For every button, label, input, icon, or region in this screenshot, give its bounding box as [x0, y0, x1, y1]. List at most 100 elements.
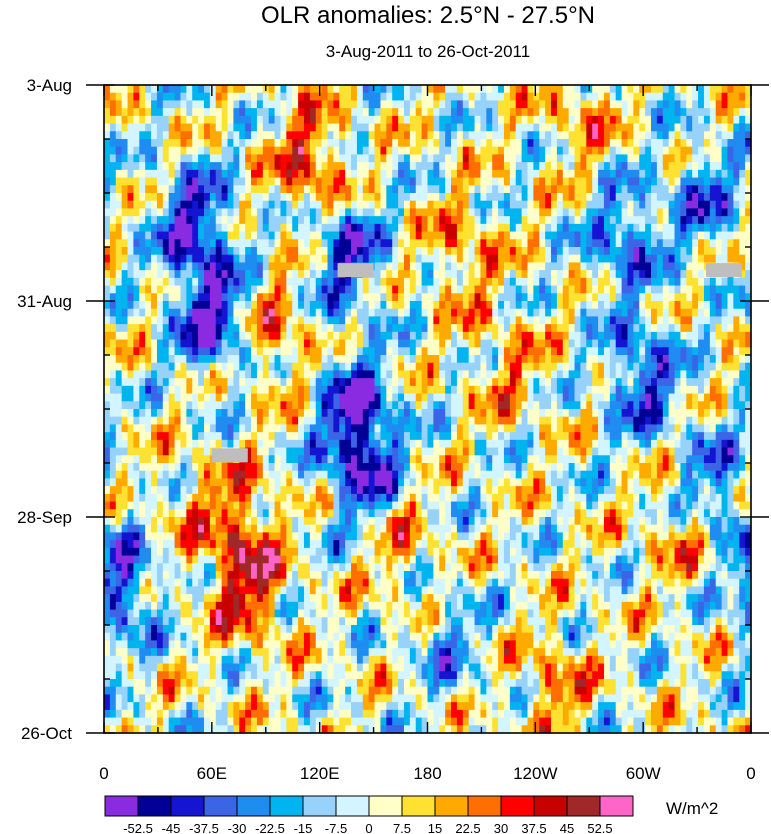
heatmap-cell — [403, 285, 411, 294]
heatmap-cell — [239, 216, 246, 225]
heatmap-cell — [533, 85, 540, 94]
heatmap-cell — [527, 254, 534, 264]
heatmap-cell — [515, 416, 523, 426]
heatmap-cell — [533, 193, 540, 202]
heatmap-cell — [251, 331, 258, 341]
heatmap-cell — [380, 231, 387, 240]
heatmap-cell — [286, 339, 293, 348]
heatmap-cell — [545, 293, 552, 302]
heatmap-cell — [609, 185, 617, 194]
heatmap-cell — [403, 123, 411, 132]
heatmap-cell — [592, 146, 599, 156]
heatmap-cell — [162, 146, 170, 156]
heatmap-cell — [509, 247, 517, 256]
heatmap-cell — [615, 347, 623, 356]
heatmap-cell — [433, 200, 440, 210]
heatmap-cell — [156, 362, 164, 372]
heatmap-cell — [309, 316, 317, 325]
heatmap-cell — [645, 247, 652, 256]
heatmap-cell — [486, 362, 493, 372]
heatmap-cell — [721, 123, 729, 132]
heatmap-cell — [439, 416, 446, 426]
heatmap-cell — [162, 254, 170, 264]
heatmap-cell — [351, 131, 358, 140]
heatmap-cell — [651, 270, 658, 279]
heatmap-cell — [251, 316, 258, 325]
heatmap-cell — [221, 378, 229, 387]
heatmap-cell — [415, 115, 423, 125]
heatmap-cell — [721, 231, 729, 240]
heatmap-cell — [603, 169, 611, 179]
heatmap-cell — [627, 85, 634, 94]
heatmap-cell — [721, 115, 729, 125]
heatmap-cell — [492, 331, 499, 341]
heatmap-cell — [580, 393, 587, 402]
heatmap-cell — [498, 285, 505, 294]
heatmap-cell — [609, 316, 617, 325]
heatmap-cell — [515, 131, 523, 140]
heatmap-cell — [251, 270, 258, 279]
heatmap-cell — [574, 200, 582, 210]
heatmap-cell — [686, 223, 693, 233]
heatmap-cell — [439, 200, 446, 210]
heatmap-cell — [745, 393, 752, 402]
heatmap-cell — [121, 139, 129, 148]
heatmap-cell — [498, 216, 505, 225]
heatmap-cell — [139, 223, 146, 233]
heatmap-cell — [180, 139, 187, 148]
heatmap-cell — [203, 247, 211, 256]
heatmap-cell — [462, 401, 470, 410]
heatmap-cell — [209, 92, 217, 102]
heatmap-cell — [515, 185, 523, 194]
heatmap-cell — [139, 239, 146, 248]
heatmap-cell — [703, 162, 711, 171]
heatmap-cell — [527, 177, 534, 186]
heatmap-cell — [104, 231, 111, 240]
heatmap-cell — [286, 108, 293, 117]
heatmap-cell — [368, 378, 376, 387]
heatmap-cell — [556, 231, 564, 240]
heatmap-cell — [492, 393, 499, 402]
heatmap-cell — [421, 331, 429, 341]
heatmap-cell — [486, 316, 493, 325]
heatmap-cell — [433, 193, 440, 202]
heatmap-cell — [186, 208, 193, 217]
heatmap-cell — [115, 401, 123, 410]
heatmap-cell — [509, 154, 517, 163]
heatmap-cell — [603, 385, 611, 395]
heatmap-cell — [445, 100, 452, 109]
heatmap-cell — [398, 208, 405, 217]
heatmap-cell — [203, 185, 211, 194]
heatmap-cell — [309, 409, 317, 418]
heatmap-cell — [356, 293, 364, 302]
heatmap-cell — [180, 123, 187, 132]
heatmap-cell — [186, 362, 193, 372]
heatmap-cell — [156, 123, 164, 132]
heatmap-cell — [421, 378, 429, 387]
heatmap-cell — [203, 293, 211, 302]
heatmap-cell — [468, 193, 476, 202]
heatmap-cell — [427, 385, 434, 395]
heatmap-cell — [303, 254, 311, 264]
heatmap-cell — [145, 385, 152, 395]
heatmap-cell — [656, 223, 664, 233]
heatmap-cell — [292, 293, 299, 302]
heatmap-cell — [339, 362, 346, 372]
heatmap-cell — [356, 239, 364, 248]
heatmap-cell — [186, 393, 193, 402]
heatmap-cell — [192, 239, 199, 248]
heatmap-cell — [509, 285, 517, 294]
heatmap-cell — [174, 385, 182, 395]
heatmap-cell — [674, 169, 682, 179]
heatmap-cell — [203, 262, 211, 271]
heatmap-cell — [104, 424, 111, 433]
heatmap-cell — [709, 347, 717, 356]
heatmap-cell — [221, 231, 229, 240]
heatmap-cell — [721, 223, 729, 233]
heatmap-cell — [139, 146, 146, 156]
heatmap-cell — [733, 339, 740, 348]
heatmap-cell — [715, 285, 723, 294]
heatmap-cell — [439, 316, 446, 325]
heatmap-cell — [456, 347, 464, 356]
heatmap-cell — [698, 223, 705, 233]
